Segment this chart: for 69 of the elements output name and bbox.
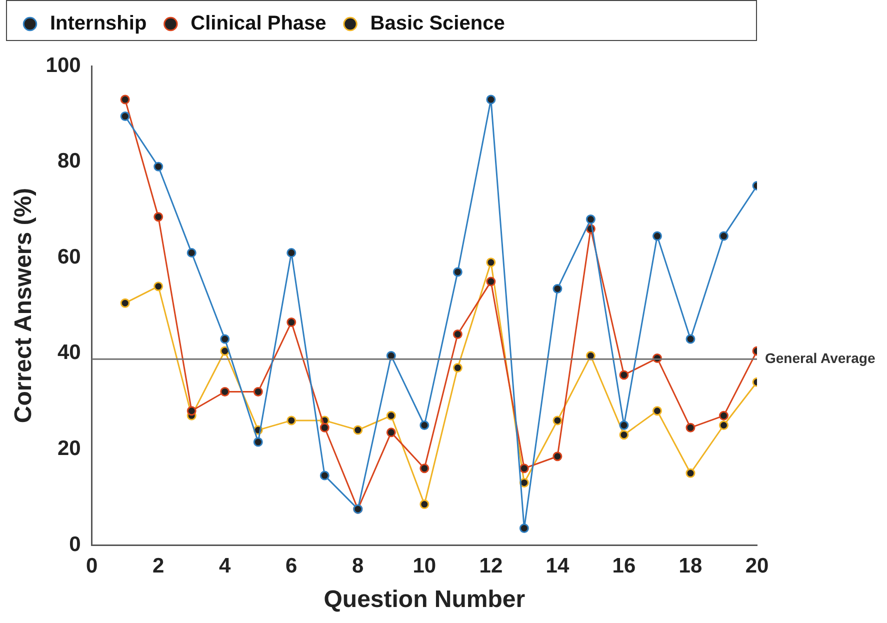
x-axis-title: Question Number <box>324 586 526 614</box>
point <box>120 298 130 308</box>
y-tick-label: 100 <box>46 54 81 77</box>
point <box>686 334 696 344</box>
point <box>253 437 263 447</box>
point <box>519 523 529 533</box>
point <box>154 162 164 172</box>
point <box>619 420 629 430</box>
x-tick-label: 14 <box>546 554 570 578</box>
x-tick-label: 10 <box>412 554 436 578</box>
x-tick-label: 16 <box>612 554 636 578</box>
y-tick-label: 40 <box>57 341 81 364</box>
legend-label: Clinical Phase <box>190 12 326 35</box>
point <box>652 231 662 241</box>
point <box>186 406 196 416</box>
point <box>552 284 562 294</box>
y-tick-label: 20 <box>57 436 81 460</box>
point <box>686 422 696 432</box>
point <box>420 420 430 430</box>
x-tick-label: 18 <box>678 554 702 578</box>
point <box>552 452 562 462</box>
x-tick-label: 6 <box>286 554 298 578</box>
x-tick-label: 0 <box>86 554 98 578</box>
point <box>420 464 430 474</box>
legend-label: Internship <box>50 12 147 35</box>
point <box>718 231 728 241</box>
point <box>452 267 462 277</box>
point <box>652 406 662 416</box>
x-tick-label: 8 <box>352 554 364 578</box>
x-tick-label: 12 <box>479 554 503 578</box>
point <box>552 416 562 426</box>
point <box>120 94 130 104</box>
point <box>686 468 696 478</box>
point <box>286 248 296 258</box>
point <box>718 420 728 430</box>
point <box>519 464 529 474</box>
point <box>154 212 164 222</box>
point <box>718 410 728 420</box>
point <box>619 370 629 380</box>
point <box>320 470 330 480</box>
point <box>420 500 430 510</box>
ref-line-label: General Average <box>765 350 876 366</box>
point <box>120 112 130 122</box>
point <box>353 425 363 435</box>
y-tick-label: 80 <box>57 150 81 173</box>
legend-label: Basic Science <box>370 12 505 35</box>
point <box>186 248 196 258</box>
x-tick-label: 4 <box>219 554 232 578</box>
y-tick-label: 60 <box>57 245 81 268</box>
point <box>486 94 496 104</box>
point <box>619 430 629 440</box>
point <box>220 386 230 396</box>
x-tick-label: 2 <box>152 554 164 578</box>
y-tick-label: 0 <box>69 532 81 556</box>
point <box>253 386 263 396</box>
point <box>452 329 462 339</box>
point <box>386 410 396 420</box>
point <box>286 318 296 328</box>
point <box>386 428 396 438</box>
point <box>486 276 496 286</box>
point <box>154 282 164 292</box>
point <box>452 363 462 373</box>
y-axis-title: Correct Answers (%) <box>10 188 38 424</box>
point <box>286 416 296 426</box>
point <box>220 334 230 344</box>
x-tick-label: 20 <box>745 554 769 578</box>
point <box>486 258 496 268</box>
point <box>320 422 330 432</box>
point <box>586 214 596 224</box>
